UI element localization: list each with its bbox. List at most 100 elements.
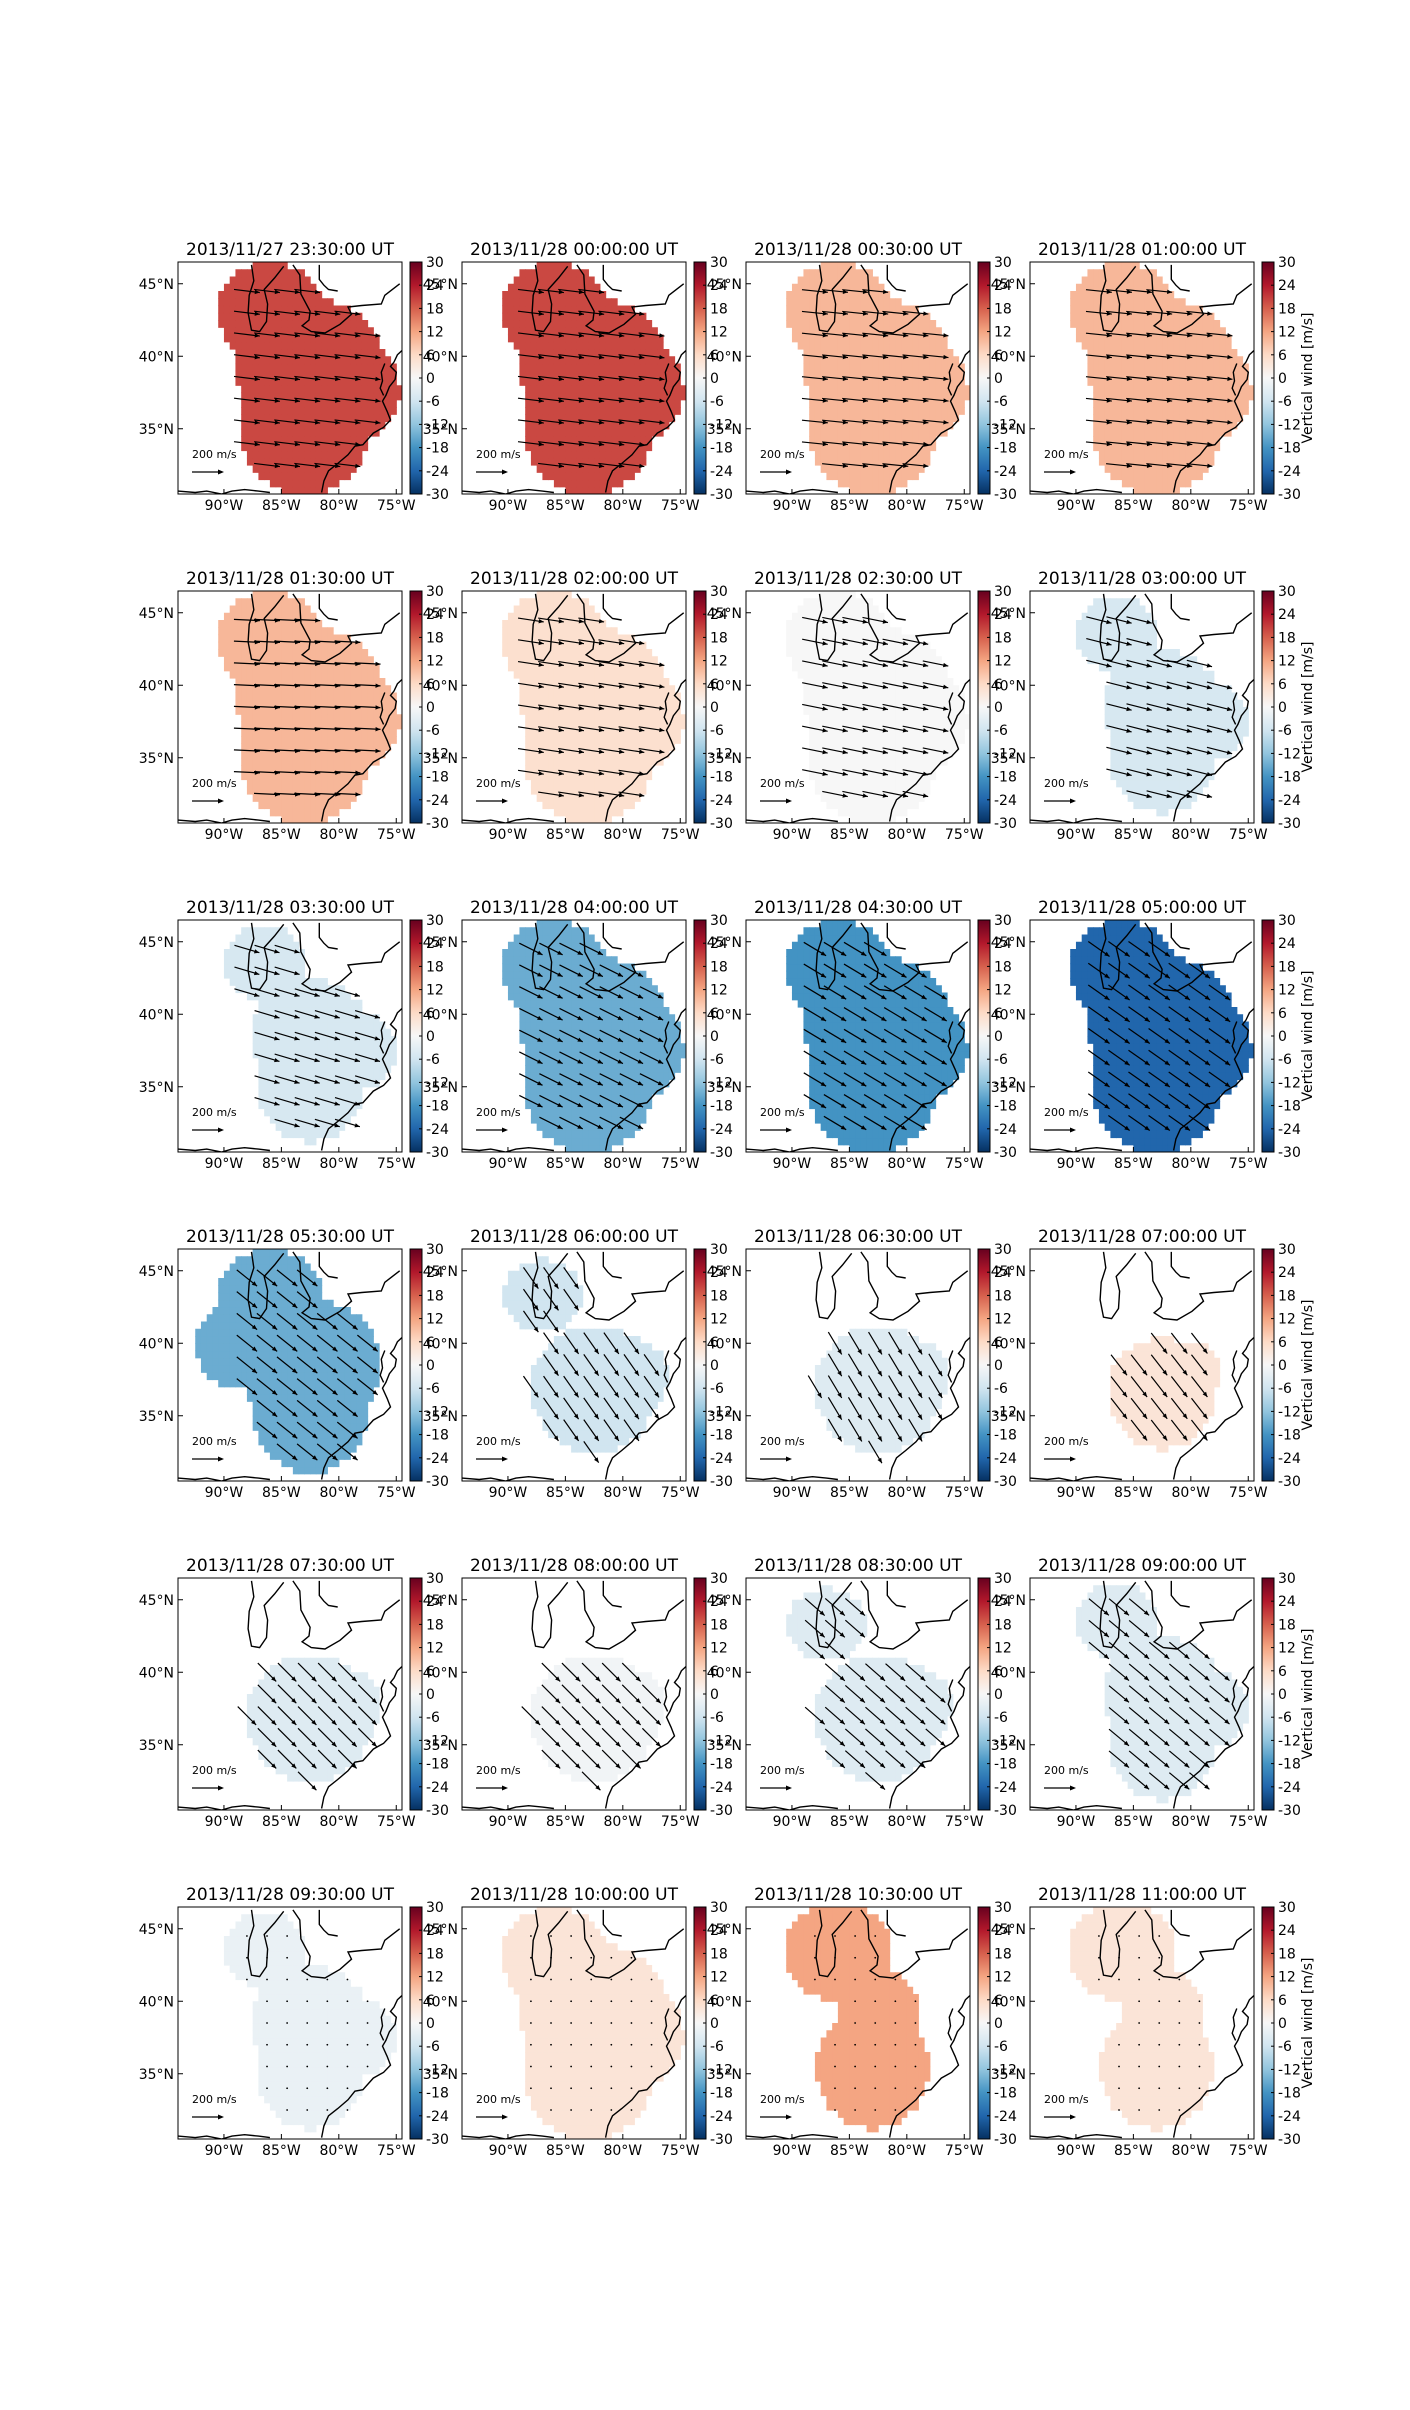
wind-cell [327, 736, 334, 744]
wind-cell [530, 276, 538, 285]
wind-cell [809, 363, 816, 372]
wind-cell [1167, 457, 1175, 466]
wind-cell [814, 436, 822, 444]
wind-cell [548, 743, 555, 752]
wind-cell [820, 276, 828, 285]
wind-cell [315, 714, 323, 723]
wind-cell [849, 436, 856, 444]
wind-cell [640, 649, 647, 657]
wind-cell [338, 721, 346, 730]
wind-cell [611, 707, 618, 715]
wind-cell [1144, 305, 1152, 314]
wind-cell [513, 620, 521, 628]
wind-cell [367, 750, 374, 759]
wind-cell [275, 772, 282, 781]
wind-vector-head [355, 311, 361, 316]
wind-cell [258, 772, 265, 781]
wind-cell [837, 349, 845, 357]
wind-cell [281, 743, 288, 752]
wind-cell [1127, 320, 1134, 328]
wind-vector-head [903, 441, 909, 447]
wind-cell [935, 341, 942, 350]
wind-cell [287, 627, 294, 636]
wind-cell [1219, 414, 1226, 423]
wind-cell [588, 641, 595, 650]
wind-cell [264, 262, 271, 270]
wind-cell [292, 612, 300, 621]
wind-cell [576, 450, 584, 459]
wind-cell [553, 620, 561, 628]
wind-cell [797, 305, 805, 314]
colorbar-tick-label: 18 [994, 301, 1012, 317]
wind-cell [855, 486, 862, 494]
wind-cell [548, 291, 555, 299]
wind-cell [906, 385, 914, 394]
wind-cell [338, 450, 346, 459]
wind-cell [855, 465, 862, 473]
wind-cell [582, 320, 589, 328]
wind-cell [594, 341, 601, 350]
wind-cell [281, 699, 288, 708]
wind-vector-head [538, 420, 544, 425]
wind-cell [287, 692, 294, 701]
wind-cell [1116, 421, 1123, 430]
wind-cell [321, 750, 328, 759]
wind-cell [1127, 363, 1134, 372]
wind-cell [1156, 298, 1163, 307]
wind-cell [315, 465, 323, 473]
wind-vector-head [294, 463, 301, 469]
wind-cell [321, 479, 328, 488]
wind-cell [525, 276, 532, 285]
wind-cell [350, 692, 357, 701]
wind-cell [321, 786, 328, 795]
wind-cell [605, 772, 612, 781]
wind-cell [292, 421, 300, 430]
wind-cell [952, 414, 960, 423]
wind-cell [350, 721, 357, 730]
wind-cell [814, 283, 822, 292]
wind-cell [1116, 457, 1123, 466]
wind-cell [1150, 305, 1157, 314]
wind-cell [571, 407, 578, 415]
wind-cell [269, 341, 277, 350]
wind-cell [542, 465, 549, 473]
wind-cell [338, 649, 346, 657]
wind-cell [344, 772, 351, 781]
wind-cell [866, 428, 873, 437]
wind-cell [582, 486, 589, 494]
wind-cell [605, 678, 612, 686]
wind-cell [582, 450, 589, 459]
wind-cell [1162, 428, 1169, 437]
wind-vector-head [882, 441, 889, 447]
wind-cell [327, 479, 334, 488]
wind-cell [310, 428, 317, 437]
wind-cell [298, 312, 305, 321]
wind-cell [1144, 457, 1152, 466]
wind-cell [275, 414, 282, 423]
wind-cell [235, 327, 242, 336]
wind-cell [565, 349, 572, 357]
wind-cell [269, 436, 277, 444]
wind-vector-head [1227, 420, 1233, 425]
wind-cell [1087, 341, 1094, 350]
wind-cell [292, 808, 300, 817]
wind-cell [571, 678, 578, 686]
wind-cell [843, 428, 850, 437]
wind-vector-head [1187, 376, 1193, 381]
wind-cell [906, 414, 914, 423]
wind-cell [542, 772, 549, 781]
wind-cell [1098, 414, 1106, 423]
wind-cell [350, 334, 357, 343]
wind-cell [594, 685, 601, 694]
wind-cell [895, 312, 902, 321]
wind-cell [1139, 370, 1146, 379]
wind-cell [507, 334, 515, 343]
wind-cell [264, 436, 271, 444]
wind-cell [1167, 312, 1175, 321]
wind-vector-head [1106, 398, 1112, 403]
wind-cell [617, 634, 624, 643]
wind-cell [1150, 414, 1157, 423]
wind-cell [588, 685, 595, 694]
wind-cell [264, 707, 271, 715]
lon-tick-label: 75°W [661, 498, 700, 514]
